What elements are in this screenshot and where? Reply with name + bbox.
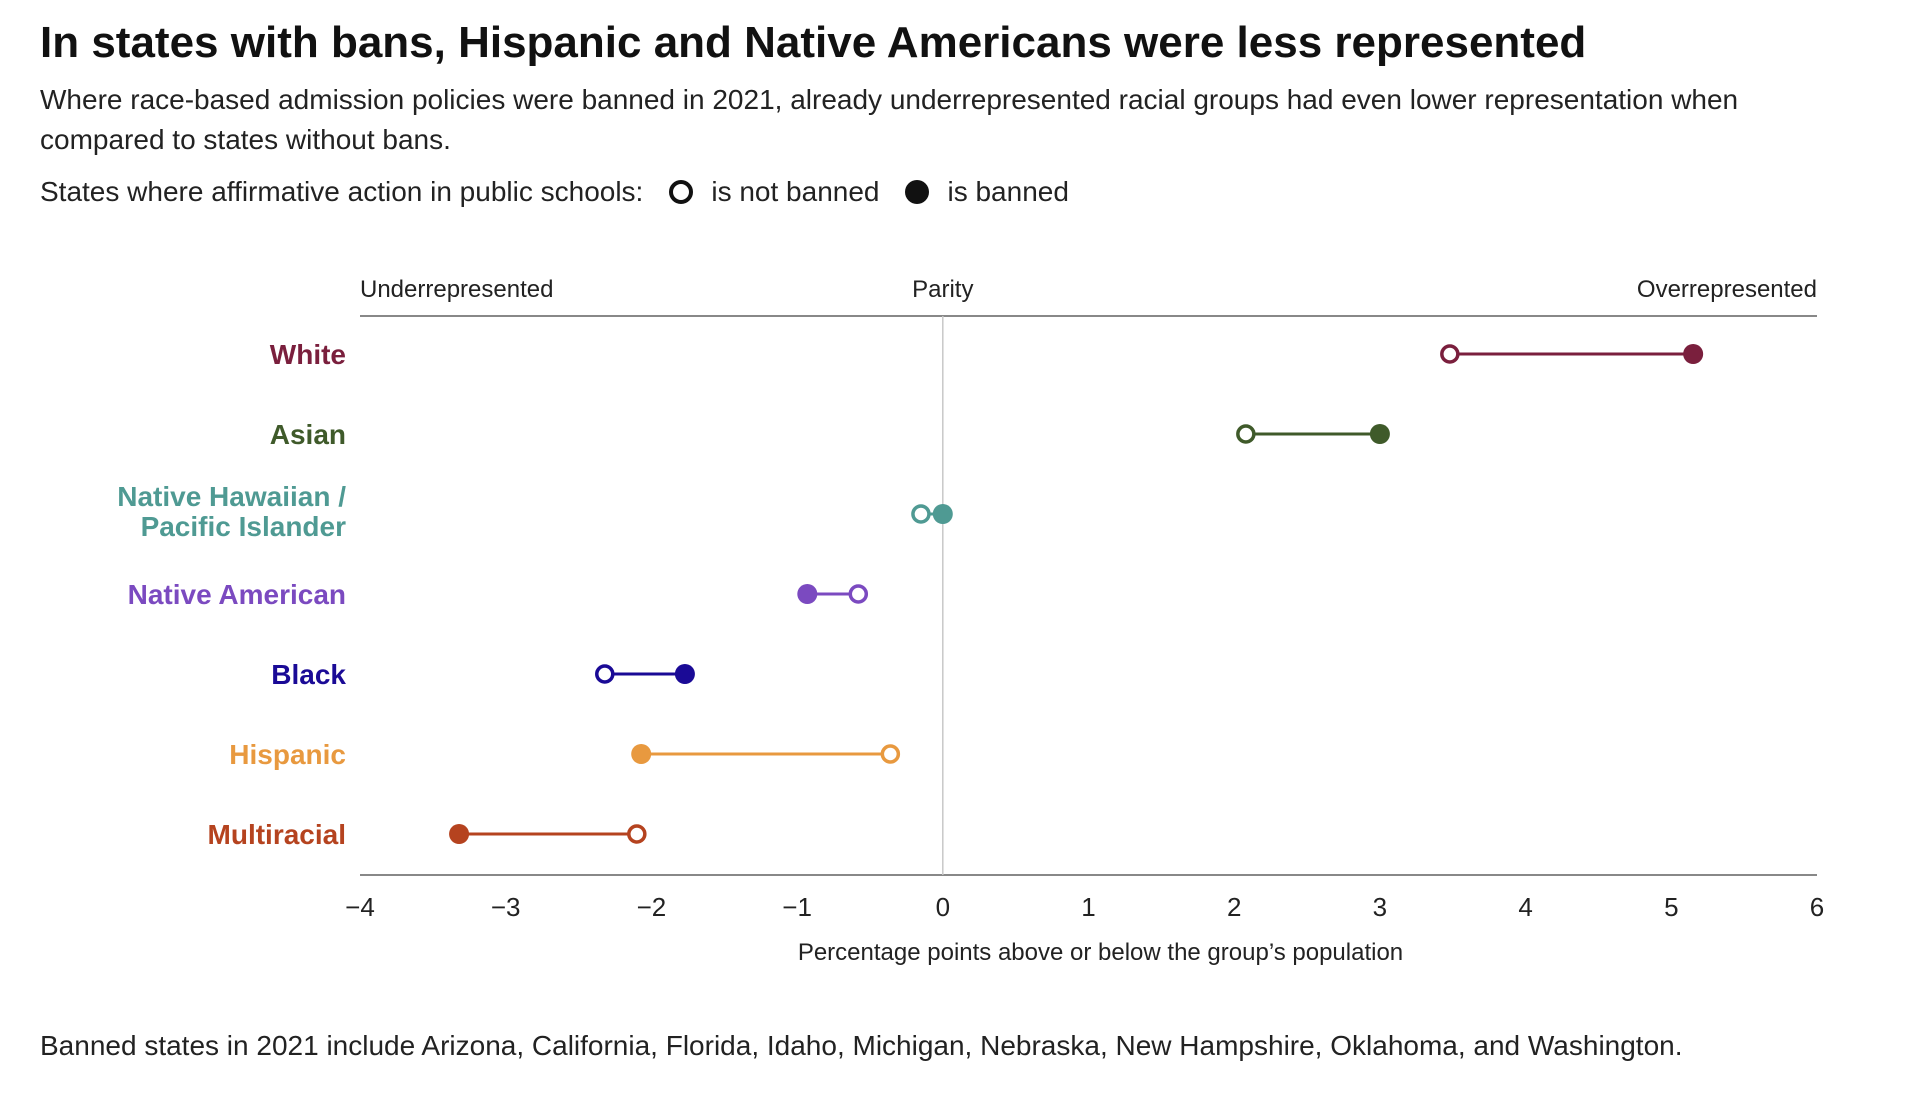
legend-label-banned: is banned bbox=[947, 176, 1069, 207]
x-tick-label: −4 bbox=[345, 892, 375, 922]
point-not-banned bbox=[1236, 424, 1256, 444]
annotation-overrepresented: Overrepresented bbox=[1637, 276, 1817, 303]
filled-circle-icon bbox=[905, 180, 930, 204]
point-banned bbox=[932, 504, 953, 524]
point-banned bbox=[1369, 424, 1390, 444]
dumbbell-chart: Underrepresented Parity Overrepresented −4 −… bbox=[117, 276, 1824, 966]
group-label-line: Pacific Islander bbox=[141, 511, 347, 542]
x-tick-label: 2 bbox=[1227, 892, 1241, 922]
point-banned bbox=[1683, 344, 1704, 364]
x-tick-label: −2 bbox=[637, 892, 667, 922]
annotation-underrepresented: Underrepresented bbox=[360, 276, 553, 303]
point-banned bbox=[797, 584, 818, 604]
x-tick-label: 1 bbox=[1081, 892, 1095, 922]
legend: States where affirmative action in publi… bbox=[40, 176, 1069, 208]
x-axis-label: Percentage points above or below the gro… bbox=[798, 939, 1403, 966]
x-tick-label: −1 bbox=[782, 892, 812, 922]
x-tick-label: 3 bbox=[1373, 892, 1387, 922]
point-not-banned bbox=[848, 584, 869, 604]
group-label: Native Hawaiian / Pacific Islander bbox=[117, 481, 346, 542]
x-tick-label: 6 bbox=[1810, 892, 1824, 922]
group-label: Black bbox=[271, 659, 346, 690]
legend-prefix: States where affirmative action in publi… bbox=[40, 176, 644, 207]
x-tick-label: 4 bbox=[1518, 892, 1532, 922]
open-circle-icon bbox=[669, 180, 694, 204]
chart-title: In states with bans, Hispanic and Native… bbox=[40, 18, 1587, 67]
group-label: Asian bbox=[270, 419, 346, 450]
x-tick-label: 5 bbox=[1664, 892, 1678, 922]
x-tick-label: 0 bbox=[936, 892, 950, 922]
legend-label-not-banned: is not banned bbox=[711, 176, 880, 207]
point-not-banned bbox=[1440, 344, 1460, 364]
point-not-banned bbox=[627, 824, 647, 844]
chart-subtitle: Where race-based admission policies were… bbox=[40, 84, 1739, 155]
legend-item-not-banned: is not banned bbox=[669, 176, 879, 208]
group-label: White bbox=[270, 339, 346, 370]
footnote: Banned states in 2021 include Arizona, C… bbox=[40, 1030, 1683, 1061]
point-not-banned bbox=[911, 504, 931, 524]
x-tick-label: −3 bbox=[491, 892, 521, 922]
legend-item-banned: is banned bbox=[905, 176, 1069, 208]
annotation-parity: Parity bbox=[912, 276, 973, 303]
point-banned bbox=[631, 744, 652, 764]
point-banned bbox=[674, 664, 695, 684]
group-label-line: Native Hawaiian / bbox=[117, 481, 346, 512]
group-label: Native American bbox=[128, 579, 346, 610]
group-label: Hispanic bbox=[229, 739, 346, 770]
point-banned bbox=[449, 824, 470, 844]
group-label: Multiracial bbox=[208, 819, 346, 850]
point-not-banned bbox=[595, 664, 615, 684]
point-not-banned bbox=[880, 744, 901, 764]
